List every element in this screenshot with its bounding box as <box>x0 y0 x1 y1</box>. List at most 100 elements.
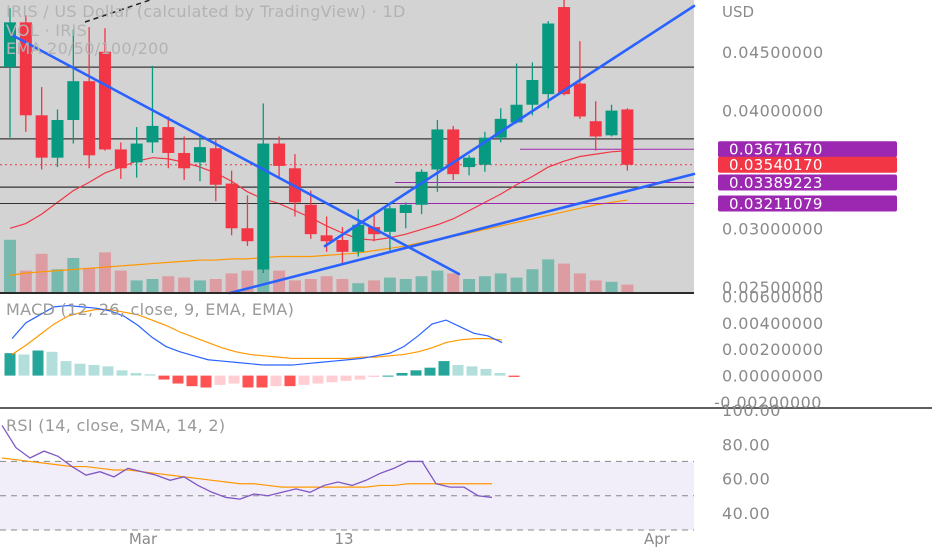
macd-histogram-bar <box>452 365 464 376</box>
macd-histogram-bar <box>312 375 324 384</box>
candle-body <box>526 80 539 105</box>
macd-histogram-bar <box>116 370 128 376</box>
macd-histogram-bar <box>74 363 86 376</box>
macd-legend[interactable]: MACD (12, 26, close, 9, EMA, EMA) <box>6 300 295 319</box>
ascending-channel-line[interactable] <box>323 4 696 248</box>
rsi-ma-line <box>1 457 492 488</box>
rsi-tick-label: 60.00 <box>722 470 770 489</box>
volume-bar <box>399 279 412 293</box>
price-tick-label: 0.02500000 <box>722 278 824 297</box>
price-tag-label: 0.03211079 <box>729 195 823 213</box>
volume-legend[interactable]: VOL · IRIS <box>6 21 88 40</box>
support-trend-line[interactable] <box>228 172 696 295</box>
candle-body <box>83 81 96 156</box>
macd-histogram-bar <box>256 375 268 388</box>
macd-tick-label: 0.00200000 <box>722 340 824 359</box>
descending-trend-line[interactable] <box>8 32 461 276</box>
price-tag-label: 0.03540170 <box>729 156 823 174</box>
macd-axis: 0.00600000 0.00400000 0.00200000 0.00000000… <box>714 287 824 412</box>
macd-histogram-bar <box>368 375 380 377</box>
macd-histogram-bar <box>88 365 100 376</box>
candle-body <box>352 224 365 252</box>
candle-body <box>193 147 206 163</box>
macd-histogram-bar <box>298 375 310 385</box>
rsi-line <box>1 425 493 500</box>
candle-body <box>162 127 175 153</box>
volume-bar <box>336 279 349 293</box>
candle-body <box>241 228 254 242</box>
volume-bar <box>368 280 381 293</box>
time-axis: Mar 13 Apr <box>129 530 671 548</box>
trend-lines[interactable] <box>8 0 696 295</box>
macd-histogram-bar <box>382 375 394 377</box>
candle-body <box>558 7 571 95</box>
volume-bar <box>542 259 555 293</box>
volume-bar <box>193 280 206 293</box>
macd-signal-line <box>11 308 503 360</box>
macd-histogram-bar <box>200 375 212 388</box>
volume-bar <box>494 273 507 293</box>
candle-body <box>35 115 48 158</box>
volume-bar <box>225 273 238 293</box>
x-label-13: 13 <box>334 530 353 548</box>
volume-bar <box>146 279 159 293</box>
volume-bar <box>558 263 571 293</box>
candle-body <box>209 148 222 185</box>
macd-histogram-bar <box>270 375 282 387</box>
candle-body <box>225 183 238 229</box>
macd-histogram-bar <box>186 375 198 387</box>
volume-bar <box>605 281 618 293</box>
price-tick-label: 0.04000000 <box>722 102 824 121</box>
macd-histogram-bar <box>130 372 142 376</box>
candlesticks <box>4 0 634 273</box>
macd-histogram-bar <box>326 375 338 383</box>
volume-bar <box>304 279 317 293</box>
macd-histogram-bar <box>46 351 58 376</box>
rsi-tick-label: 40.00 <box>722 504 770 523</box>
symbol-title[interactable]: IRIS / US Dollar (calculated by TradingV… <box>6 2 406 21</box>
rsi-pane <box>0 425 694 531</box>
price-axis: 0.04500000 0.04000000 0.03000000 0.02500000 <box>722 43 824 297</box>
volume-bar <box>415 276 428 293</box>
dashed-trend-line[interactable] <box>84 0 151 23</box>
candle-body <box>67 81 80 121</box>
candle-body <box>336 240 349 252</box>
macd-histogram-bar <box>494 372 506 376</box>
price-tag-box <box>718 141 897 158</box>
rsi-legend[interactable]: RSI (14, close, SMA, 14, 2) <box>6 416 226 435</box>
macd-histogram-bar <box>410 370 422 376</box>
candle-body <box>399 204 412 213</box>
price-tick-label: 0.04500000 <box>722 43 824 62</box>
macd-pane <box>4 304 520 388</box>
candle-body <box>320 235 333 242</box>
price-tick-label: 0.03000000 <box>722 219 824 238</box>
ema-long-line <box>9 199 628 276</box>
rsi-tick-label: 80.00 <box>722 435 770 454</box>
volume-bar <box>114 270 127 293</box>
volume-bar <box>51 269 64 293</box>
ema-legend[interactable]: EMA 20/50/100/200 <box>6 39 170 58</box>
macd-histogram-bar <box>284 375 296 387</box>
volume-bar <box>589 280 602 293</box>
volume-bar <box>463 279 476 293</box>
volume-bars <box>4 239 634 293</box>
volume-bar <box>98 252 111 293</box>
candle-body <box>621 109 634 165</box>
candle-body <box>19 22 32 116</box>
macd-tick-label: 0.00400000 <box>722 314 824 333</box>
candle-body <box>368 227 381 235</box>
volume-bar <box>209 279 222 293</box>
macd-histogram-bar <box>214 375 226 385</box>
candle-body <box>304 204 317 235</box>
x-label-mar: Mar <box>129 530 158 548</box>
price-tag-label: 0.03671670 <box>729 141 823 159</box>
macd-histogram-bar <box>172 375 184 384</box>
candle-body <box>146 125 159 143</box>
macd-histogram-bar <box>438 361 450 376</box>
macd-histogram-bar <box>32 350 44 376</box>
volume-bar <box>431 270 444 293</box>
volume-bar <box>130 280 143 293</box>
candle-body <box>589 121 602 137</box>
volume-bar <box>510 277 523 293</box>
